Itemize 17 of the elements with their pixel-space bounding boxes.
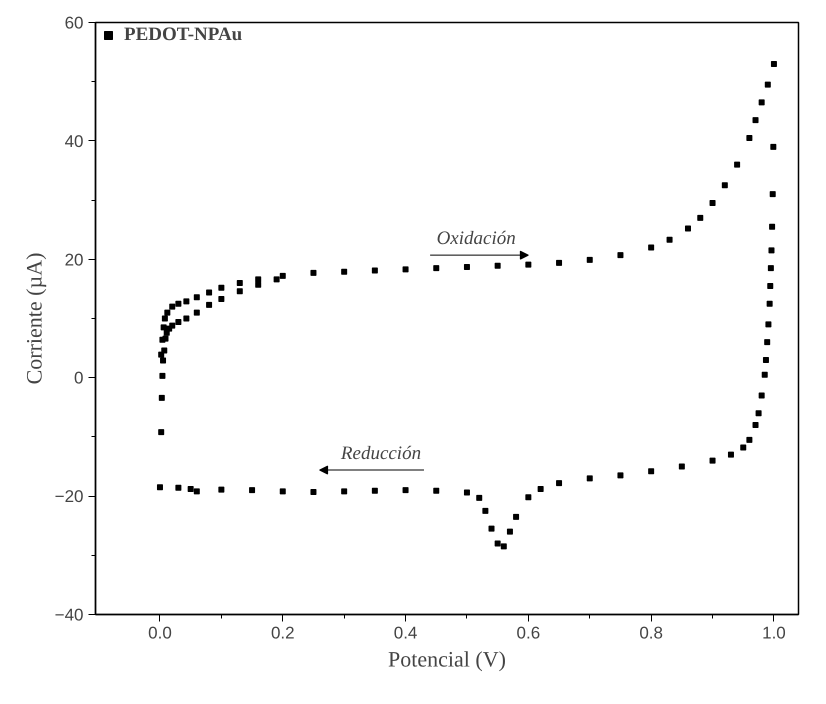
- y-tick-label: 20: [64, 250, 84, 270]
- y-axis-title: Corriente (µA): [22, 252, 47, 384]
- x-tick-label: 0.2: [270, 624, 295, 642]
- x-axis-title: Potencial (V): [388, 646, 506, 672]
- x-tick-label: 0.6: [516, 624, 540, 642]
- legend-label: PEDOT-NPAu: [124, 24, 242, 46]
- y-tick-label: −20: [54, 487, 84, 506]
- y-tick-label: −40: [54, 606, 84, 624]
- x-tick-label: 0.4: [394, 624, 418, 642]
- y-tick-label: 60: [64, 14, 84, 32]
- y-tick-label: 40: [64, 132, 84, 151]
- annotation: Oxidación: [436, 228, 516, 250]
- x-tick-label: 1.0: [762, 624, 786, 642]
- x-tick-label: 0.8: [639, 624, 663, 642]
- y-tick-label: 0: [74, 368, 84, 388]
- annotation: Reducción: [340, 443, 422, 464]
- x-tick-label: 0.0: [148, 624, 172, 642]
